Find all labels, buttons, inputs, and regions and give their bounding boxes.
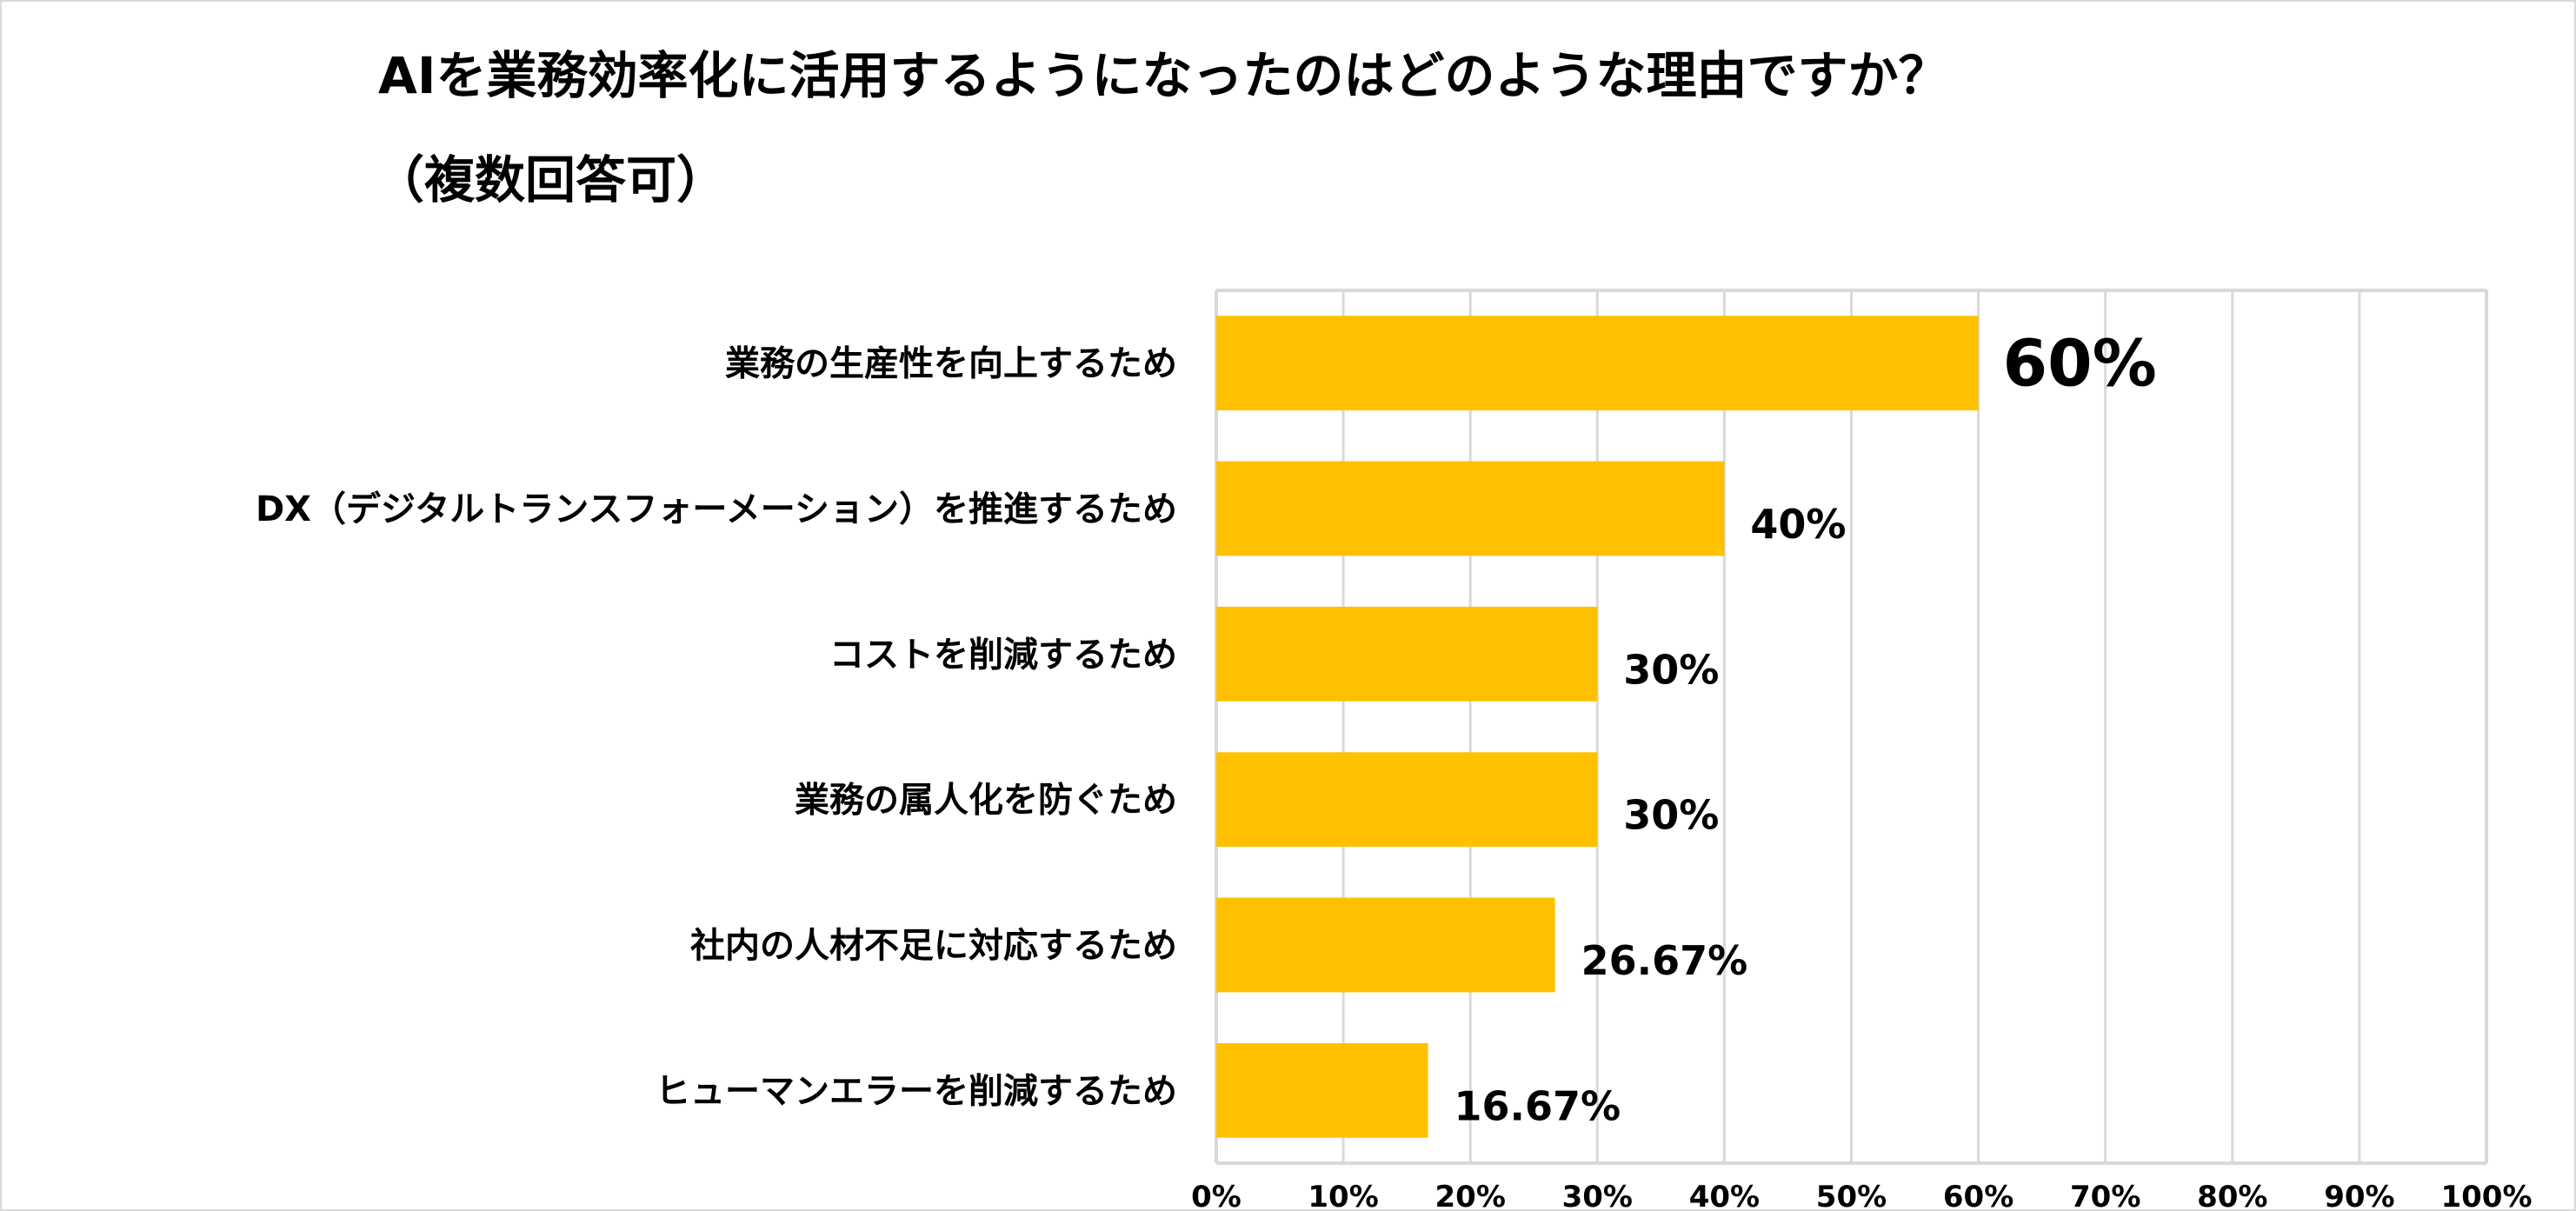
category-label: 業務の属人化を防ぐため: [795, 781, 1177, 821]
bar: [1216, 461, 1725, 556]
data-label: 30%: [1623, 792, 1719, 839]
x-tick-label: 50%: [1816, 1180, 1887, 1211]
category-label: コストを削減するため: [829, 635, 1177, 675]
data-label: 30%: [1623, 646, 1719, 693]
x-tick-label: 100%: [2440, 1180, 2532, 1211]
x-tick-label: 40%: [1689, 1180, 1760, 1211]
category-label: ヒューマンエラーを削減するため: [656, 1071, 1177, 1111]
data-label: 60%: [2003, 327, 2157, 402]
x-tick-label: 30%: [1562, 1180, 1633, 1211]
data-label: 16.67%: [1454, 1082, 1621, 1129]
bar: [1216, 1042, 1428, 1138]
chart-subtitle: （複数回答可）: [374, 150, 728, 210]
chart-title: AIを業務効率化に活用するようになったのはどのような理由ですか？: [378, 46, 1949, 105]
x-tick-label: 10%: [1308, 1180, 1378, 1211]
x-tick-label: 80%: [2197, 1180, 2267, 1211]
category-label: DX（デジタルトランスフォーメーション）を推進するため: [256, 489, 1177, 529]
x-tick-label: 20%: [1435, 1180, 1506, 1211]
bar: [1216, 606, 1598, 702]
data-label: 26.67%: [1581, 937, 1748, 984]
bar: [1216, 752, 1598, 848]
x-tick-label: 0%: [1191, 1180, 1241, 1211]
category-label: 業務の生産性を向上するため: [725, 344, 1177, 384]
x-tick-label: 70%: [2070, 1180, 2140, 1211]
x-tick-label: 90%: [2324, 1180, 2394, 1211]
data-label: 40%: [1750, 501, 1846, 548]
category-label: 社内の人材不足に対応するため: [690, 926, 1177, 966]
bar: [1216, 316, 1979, 411]
bar: [1216, 897, 1555, 993]
x-tick-label: 60%: [1943, 1180, 2014, 1211]
